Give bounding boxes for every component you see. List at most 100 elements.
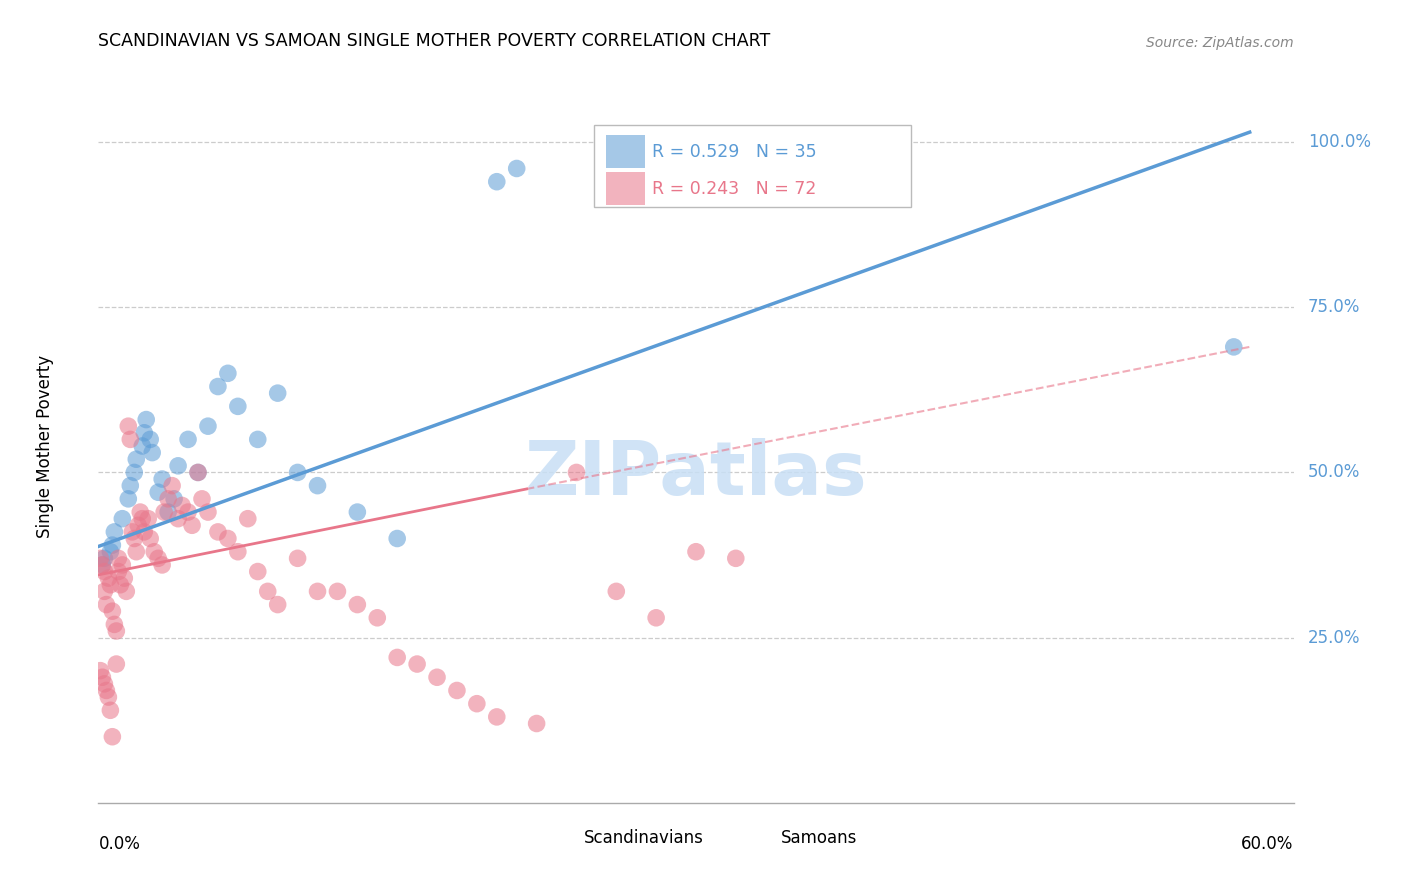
Point [167, 511, 190, 525]
Point [111, 511, 134, 525]
Point [112, 571, 135, 585]
Point [148, 485, 170, 500]
Point [217, 532, 239, 546]
Text: 25.0%: 25.0% [1308, 629, 1361, 647]
Point [124, 532, 146, 546]
Point [385, 650, 409, 665]
Point [181, 518, 204, 533]
Point [346, 598, 368, 612]
Point [645, 611, 668, 625]
Point [246, 565, 269, 579]
Point [101, 604, 124, 618]
Point [187, 466, 209, 480]
Point [207, 524, 229, 539]
Point [117, 491, 139, 506]
Point [485, 710, 508, 724]
Text: Source: ZipAtlas.com: Source: ZipAtlas.com [1146, 36, 1294, 50]
Point [131, 439, 153, 453]
Point [136, 511, 159, 525]
Point [446, 683, 468, 698]
Point [197, 419, 219, 434]
Text: SCANDINAVIAN VS SAMOAN SINGLE MOTHER POVERTY CORRELATION CHART: SCANDINAVIAN VS SAMOAN SINGLE MOTHER POV… [98, 32, 770, 50]
Text: Scandinavians: Scandinavians [583, 829, 703, 847]
Point [105, 624, 128, 638]
Point [89, 664, 111, 678]
Point [465, 697, 488, 711]
Point [143, 545, 166, 559]
Point [236, 511, 259, 525]
Text: R = 0.529   N = 35: R = 0.529 N = 35 [652, 144, 817, 161]
Point [150, 558, 173, 572]
Text: 60.0%: 60.0% [1241, 835, 1294, 853]
Point [526, 716, 548, 731]
Point [98, 703, 122, 717]
Point [406, 657, 429, 671]
Point [134, 425, 156, 440]
Point [157, 505, 180, 519]
FancyBboxPatch shape [595, 125, 911, 207]
Point [1223, 340, 1246, 354]
FancyBboxPatch shape [606, 172, 644, 205]
Point [256, 584, 278, 599]
Point [267, 386, 290, 401]
Point [685, 545, 707, 559]
Point [125, 452, 148, 467]
Point [191, 491, 214, 506]
Point [129, 505, 152, 519]
Point [160, 478, 183, 492]
Point [105, 657, 128, 671]
Point [91, 558, 114, 572]
Point [93, 565, 115, 579]
Point [163, 491, 186, 506]
Point [91, 558, 114, 572]
Point [131, 511, 153, 525]
Point [385, 532, 409, 546]
Point [120, 478, 142, 492]
FancyBboxPatch shape [606, 135, 644, 168]
Point [89, 551, 111, 566]
Point [287, 551, 309, 566]
Point [96, 683, 118, 698]
Point [177, 505, 200, 519]
Point [101, 538, 124, 552]
Point [98, 578, 122, 592]
Point [172, 499, 194, 513]
Point [226, 545, 249, 559]
FancyBboxPatch shape [548, 825, 579, 851]
Point [565, 466, 588, 480]
Text: Samoans: Samoans [780, 829, 858, 847]
Point [120, 433, 142, 447]
Point [110, 578, 132, 592]
Point [141, 445, 163, 459]
Point [107, 565, 129, 579]
Point [207, 379, 229, 393]
Point [177, 433, 200, 447]
Point [157, 491, 180, 506]
Point [97, 690, 120, 704]
Text: ZIPatlas: ZIPatlas [524, 438, 868, 511]
Point [346, 505, 368, 519]
Point [103, 524, 125, 539]
Point [96, 598, 118, 612]
Point [605, 584, 627, 599]
Point [506, 161, 529, 176]
Point [125, 545, 148, 559]
Point [107, 551, 129, 566]
Point [127, 518, 149, 533]
Point [187, 466, 209, 480]
Point [148, 551, 170, 566]
Point [91, 670, 114, 684]
Point [226, 400, 249, 414]
Point [287, 466, 309, 480]
Point [724, 551, 747, 566]
Text: Single Mother Poverty: Single Mother Poverty [35, 354, 53, 538]
Text: R = 0.243   N = 72: R = 0.243 N = 72 [652, 180, 815, 198]
Text: 50.0%: 50.0% [1308, 464, 1360, 482]
Point [426, 670, 449, 684]
Text: 0.0%: 0.0% [98, 835, 141, 853]
Point [267, 598, 290, 612]
Point [246, 433, 269, 447]
Point [485, 175, 508, 189]
Point [139, 433, 162, 447]
Point [134, 524, 156, 539]
